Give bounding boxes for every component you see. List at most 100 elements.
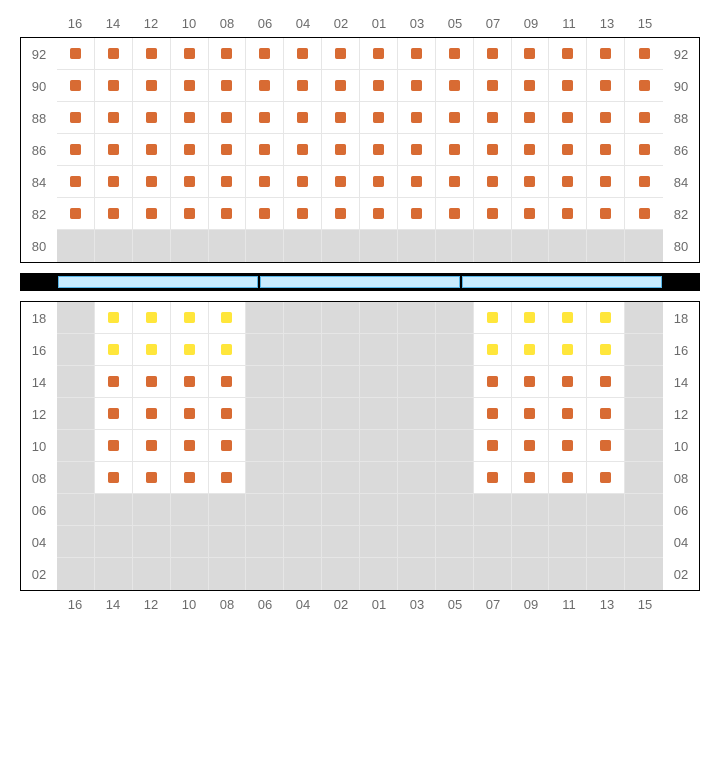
seat-cell[interactable]: [209, 198, 247, 230]
seat-cell[interactable]: [625, 70, 663, 102]
seat-cell[interactable]: [95, 302, 133, 334]
seat-cell[interactable]: [587, 102, 625, 134]
seat-cell[interactable]: [625, 102, 663, 134]
seat-cell[interactable]: [587, 462, 625, 494]
seat-cell[interactable]: [474, 102, 512, 134]
seat-cell[interactable]: [474, 430, 512, 462]
seat-cell[interactable]: [436, 198, 474, 230]
seat-cell[interactable]: [95, 334, 133, 366]
seat-cell[interactable]: [549, 198, 587, 230]
seat-cell[interactable]: [360, 38, 398, 70]
seat-cell[interactable]: [322, 38, 360, 70]
seat-cell[interactable]: [209, 102, 247, 134]
seat-cell[interactable]: [209, 366, 247, 398]
seat-cell[interactable]: [133, 462, 171, 494]
seat-cell[interactable]: [474, 334, 512, 366]
seat-cell[interactable]: [587, 166, 625, 198]
seat-cell[interactable]: [133, 134, 171, 166]
seat-cell[interactable]: [360, 166, 398, 198]
seat-cell[interactable]: [246, 166, 284, 198]
seat-cell[interactable]: [171, 302, 209, 334]
seat-cell[interactable]: [171, 430, 209, 462]
seat-cell[interactable]: [625, 166, 663, 198]
seat-cell[interactable]: [549, 462, 587, 494]
seat-cell[interactable]: [512, 198, 550, 230]
seat-cell[interactable]: [171, 70, 209, 102]
seat-cell[interactable]: [474, 38, 512, 70]
seat-cell[interactable]: [171, 38, 209, 70]
seat-cell[interactable]: [474, 198, 512, 230]
seat-cell[interactable]: [625, 134, 663, 166]
seat-cell[interactable]: [95, 462, 133, 494]
seat-cell[interactable]: [284, 70, 322, 102]
seat-cell[interactable]: [171, 198, 209, 230]
seat-cell[interactable]: [95, 366, 133, 398]
seat-cell[interactable]: [512, 134, 550, 166]
seat-cell[interactable]: [625, 38, 663, 70]
seat-cell[interactable]: [246, 70, 284, 102]
seat-cell[interactable]: [171, 398, 209, 430]
seat-cell[interactable]: [246, 198, 284, 230]
seat-cell[interactable]: [246, 38, 284, 70]
seat-cell[interactable]: [95, 430, 133, 462]
seat-cell[interactable]: [398, 102, 436, 134]
seat-cell[interactable]: [209, 134, 247, 166]
seat-cell[interactable]: [133, 334, 171, 366]
seat-cell[interactable]: [549, 166, 587, 198]
seat-cell[interactable]: [549, 38, 587, 70]
seat-cell[interactable]: [171, 366, 209, 398]
seat-cell[interactable]: [171, 134, 209, 166]
seat-cell[interactable]: [322, 102, 360, 134]
seat-cell[interactable]: [209, 38, 247, 70]
seat-cell[interactable]: [133, 302, 171, 334]
seat-cell[interactable]: [398, 70, 436, 102]
seat-cell[interactable]: [474, 70, 512, 102]
seat-cell[interactable]: [209, 398, 247, 430]
seat-cell[interactable]: [209, 166, 247, 198]
seat-cell[interactable]: [57, 166, 95, 198]
seat-cell[interactable]: [322, 166, 360, 198]
seat-cell[interactable]: [512, 302, 550, 334]
seat-cell[interactable]: [512, 166, 550, 198]
seat-cell[interactable]: [284, 38, 322, 70]
seat-cell[interactable]: [95, 134, 133, 166]
seat-cell[interactable]: [133, 398, 171, 430]
seat-cell[interactable]: [360, 198, 398, 230]
seat-cell[interactable]: [133, 430, 171, 462]
seat-cell[interactable]: [587, 334, 625, 366]
seat-cell[interactable]: [398, 134, 436, 166]
seat-cell[interactable]: [512, 462, 550, 494]
seat-cell[interactable]: [57, 70, 95, 102]
seat-cell[interactable]: [57, 38, 95, 70]
seat-cell[interactable]: [322, 70, 360, 102]
seat-cell[interactable]: [587, 70, 625, 102]
seat-cell[interactable]: [436, 70, 474, 102]
seat-cell[interactable]: [549, 334, 587, 366]
seat-cell[interactable]: [209, 430, 247, 462]
seat-cell[interactable]: [549, 302, 587, 334]
seat-cell[interactable]: [95, 198, 133, 230]
seat-cell[interactable]: [436, 166, 474, 198]
seat-cell[interactable]: [474, 134, 512, 166]
seat-cell[interactable]: [95, 102, 133, 134]
seat-cell[interactable]: [246, 102, 284, 134]
seat-cell[interactable]: [398, 198, 436, 230]
seat-cell[interactable]: [587, 302, 625, 334]
seat-cell[interactable]: [549, 70, 587, 102]
seat-cell[interactable]: [436, 134, 474, 166]
seat-cell[interactable]: [474, 366, 512, 398]
seat-cell[interactable]: [587, 198, 625, 230]
seat-cell[interactable]: [133, 166, 171, 198]
seat-cell[interactable]: [398, 38, 436, 70]
seat-cell[interactable]: [284, 102, 322, 134]
seat-cell[interactable]: [209, 334, 247, 366]
seat-cell[interactable]: [474, 398, 512, 430]
seat-cell[interactable]: [209, 462, 247, 494]
seat-cell[interactable]: [322, 134, 360, 166]
seat-cell[interactable]: [284, 166, 322, 198]
seat-cell[interactable]: [133, 366, 171, 398]
seat-cell[interactable]: [57, 134, 95, 166]
seat-cell[interactable]: [512, 430, 550, 462]
seat-cell[interactable]: [95, 70, 133, 102]
seat-cell[interactable]: [549, 134, 587, 166]
